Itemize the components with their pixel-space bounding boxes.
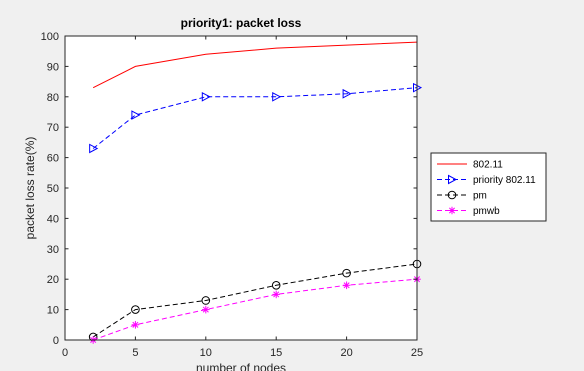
- data-point: [131, 110, 141, 120]
- x-tick-label: 25: [411, 347, 423, 359]
- data-point: [272, 91, 282, 102]
- data-point: [448, 174, 458, 185]
- legend-label: pm: [473, 191, 487, 202]
- y-tick-label: 30: [47, 244, 59, 256]
- series-line: [92, 41, 418, 89]
- data-point: [342, 281, 351, 290]
- data-point: [342, 268, 351, 278]
- legend-label: 802.11: [473, 160, 503, 171]
- y-tick-label: 50: [47, 183, 59, 195]
- series-pm: [88, 259, 422, 342]
- legend-entry: priority 802.11: [437, 174, 536, 186]
- x-axis-label: number of nodes: [196, 361, 286, 371]
- y-tick-label: 80: [47, 92, 59, 104]
- legend-entry: 802.11: [437, 160, 503, 171]
- series-line: [92, 263, 418, 338]
- legend-label: pmwb: [473, 206, 500, 217]
- x-tick-label: 10: [200, 347, 212, 359]
- y-tick-label: 20: [47, 274, 59, 286]
- data-point: [448, 206, 456, 215]
- y-tick-label: 70: [47, 122, 59, 134]
- series-802-11: [92, 41, 418, 89]
- series-priority-802-11: [89, 82, 423, 154]
- y-tick-label: 90: [47, 61, 59, 73]
- data-point: [89, 143, 99, 154]
- y-tick-label: 100: [41, 31, 59, 43]
- ticks-layer: 0 5 10 15 20 25 0 10 20 30 40 50 60 70 80 90 100: [41, 31, 423, 359]
- legend-entry: pmwb: [437, 206, 500, 217]
- series-line: [92, 278, 418, 341]
- plot-area: [65, 36, 417, 340]
- data-point: [202, 305, 210, 314]
- y-tick-label: 10: [47, 305, 59, 317]
- y-tick-label: 0: [53, 335, 59, 347]
- legend-entry: pm: [437, 191, 487, 202]
- data-point: [272, 290, 280, 299]
- data-point: [131, 305, 140, 314]
- y-axis-label: packet loss rate(%): [23, 137, 37, 240]
- data-point: [447, 190, 457, 200]
- series-layer: [88, 41, 423, 344]
- data-point: [201, 91, 211, 102]
- y-tick-label: 60: [47, 153, 59, 165]
- chart-title: priority1: packet loss: [181, 16, 302, 30]
- series-line: [92, 87, 418, 149]
- legend: 802.11 priority 802.11 pm pmwb: [430, 152, 547, 222]
- x-tick-label: 15: [270, 347, 282, 359]
- x-tick-label: 20: [340, 347, 352, 359]
- legend-label: priority 802.11: [473, 175, 536, 186]
- x-tick-label: 5: [132, 347, 138, 359]
- x-tick-label: 0: [62, 347, 68, 359]
- data-point: [342, 88, 352, 99]
- data-point: [271, 280, 281, 290]
- y-tick-label: 40: [47, 213, 59, 225]
- data-point: [131, 321, 140, 329]
- data-point: [201, 296, 211, 305]
